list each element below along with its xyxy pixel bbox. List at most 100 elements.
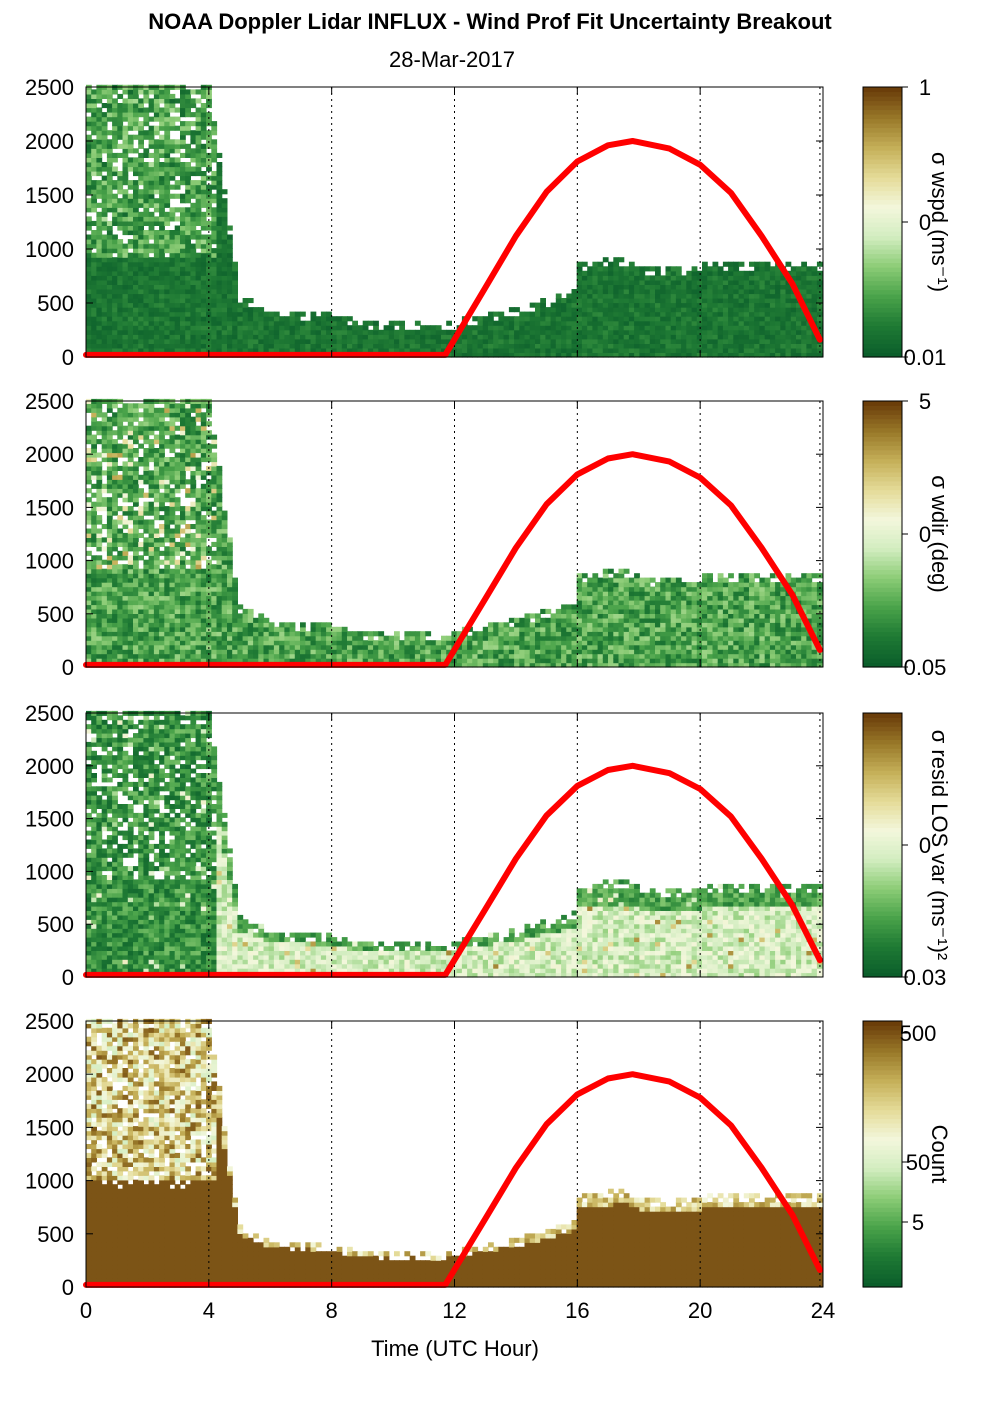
heatmap-cell	[712, 316, 719, 322]
heatmap-cell	[211, 564, 218, 570]
heatmap-cell	[581, 329, 588, 335]
heatmap-cell	[96, 334, 103, 340]
heatmap-cell	[769, 307, 776, 313]
heatmap-cell	[404, 649, 411, 655]
heatmap-cell	[686, 302, 693, 308]
heatmap-cell	[571, 352, 578, 358]
heatmap-cell	[143, 166, 150, 172]
heatmap-cell	[101, 184, 108, 190]
heatmap-cell	[717, 311, 724, 317]
heatmap-cell	[806, 270, 813, 276]
heatmap-cell	[138, 175, 144, 181]
heatmap-cell	[482, 352, 489, 358]
heatmap-cell	[153, 189, 160, 195]
heatmap-cell	[602, 284, 609, 290]
heatmap-cell	[305, 658, 312, 664]
heatmap-cell	[96, 329, 103, 335]
heatmap-cell	[806, 289, 813, 295]
heatmap-cell	[180, 568, 186, 574]
heatmap-cell	[164, 175, 171, 181]
heatmap-cell	[221, 550, 228, 556]
heatmap-cell	[206, 298, 212, 304]
heatmap-cell	[133, 112, 139, 118]
heatmap-cell	[153, 175, 160, 181]
heatmap-cell	[816, 302, 823, 308]
heatmap-cell	[96, 635, 103, 641]
heatmap-cell	[127, 555, 134, 561]
heatmap-cell	[294, 320, 301, 326]
heatmap-cell	[96, 134, 103, 140]
heatmap-cell	[169, 604, 176, 610]
heatmap-cell	[101, 586, 108, 592]
heatmap-cell	[728, 261, 734, 267]
heatmap-cell	[174, 564, 181, 570]
heatmap-cell	[153, 171, 160, 177]
heatmap-cell	[613, 284, 620, 290]
heatmap-cell	[216, 175, 223, 181]
heatmap-cell	[315, 626, 322, 632]
heatmap-cell	[691, 347, 698, 353]
heatmap-cell	[477, 635, 484, 641]
heatmap-cell	[164, 338, 171, 344]
heatmap-cell	[206, 524, 212, 530]
heatmap-cell	[106, 501, 113, 507]
heatmap-cell	[122, 564, 129, 570]
heatmap-cell	[665, 266, 672, 272]
heatmap-cell	[743, 334, 750, 340]
heatmap-cell	[623, 302, 630, 308]
heatmap-cell	[722, 347, 729, 353]
heatmap-cell	[806, 284, 813, 290]
heatmap-cell	[691, 338, 698, 344]
heatmap-cell	[180, 198, 186, 204]
heatmap-cell	[326, 338, 332, 344]
heatmap-cell	[623, 279, 630, 285]
heatmap-cell	[159, 225, 165, 231]
heatmap-cell	[174, 193, 181, 199]
heatmap-cell	[101, 613, 108, 619]
heatmap-cell	[148, 443, 155, 449]
heatmap-cell	[216, 225, 223, 231]
heatmap-cell	[211, 586, 218, 592]
heatmap-cell	[91, 121, 97, 127]
heatmap-cell	[561, 298, 567, 304]
heatmap-cell	[279, 631, 285, 637]
heatmap-cell	[320, 334, 327, 340]
heatmap-cell	[164, 279, 171, 285]
heatmap-cell	[717, 329, 724, 335]
heatmap-cell	[665, 320, 672, 326]
heatmap-cell	[451, 653, 458, 659]
heatmap-cell	[414, 334, 421, 340]
heatmap-cell	[143, 412, 150, 418]
heatmap-cell	[816, 320, 823, 326]
heatmap-cell	[383, 334, 390, 340]
heatmap-cell	[138, 89, 144, 95]
heatmap-cell	[300, 334, 306, 340]
heatmap-cell	[195, 293, 202, 299]
heatmap-cell	[216, 604, 223, 610]
heatmap-cell	[133, 107, 139, 113]
heatmap-cell	[86, 403, 92, 409]
heatmap-cell	[153, 591, 160, 597]
heatmap-cell	[780, 334, 787, 340]
heatmap-cell	[764, 261, 771, 267]
heatmap-cell	[216, 207, 223, 213]
heatmap-cell	[649, 343, 656, 349]
heatmap-cell	[96, 130, 103, 136]
heatmap-cell	[195, 586, 202, 592]
heatmap-cell	[195, 329, 202, 335]
heatmap-cell	[127, 483, 134, 489]
heatmap-cell	[96, 116, 103, 122]
heatmap-cell	[566, 302, 573, 308]
heatmap-cell	[112, 564, 118, 570]
heatmap-cell	[639, 347, 646, 353]
heatmap-cell	[190, 515, 197, 521]
heatmap-cell	[159, 275, 165, 281]
heatmap-cell	[169, 586, 176, 592]
heatmap-cell	[195, 524, 202, 530]
heatmap-cell	[294, 329, 301, 335]
heatmap-cell	[540, 316, 546, 322]
heatmap-cell	[336, 347, 343, 353]
heatmap-cell	[733, 320, 740, 326]
heatmap-cell	[200, 448, 207, 454]
heatmap-cell	[420, 338, 426, 344]
